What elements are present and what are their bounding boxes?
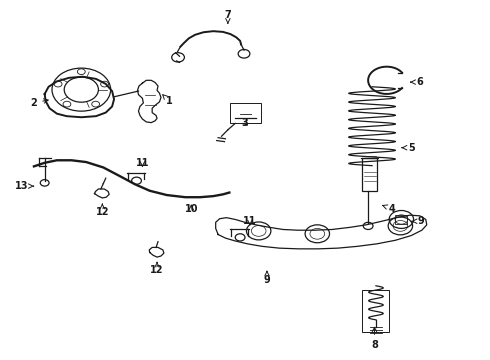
Text: 9: 9 bbox=[412, 216, 424, 226]
Text: 3: 3 bbox=[242, 118, 248, 128]
Bar bbox=[362, 158, 377, 191]
Bar bbox=[230, 103, 261, 123]
Text: 1: 1 bbox=[163, 95, 172, 106]
Text: 6: 6 bbox=[411, 77, 423, 87]
Text: 12: 12 bbox=[96, 204, 109, 217]
Text: 11: 11 bbox=[243, 216, 257, 226]
Text: 5: 5 bbox=[402, 143, 415, 153]
Text: 2: 2 bbox=[30, 98, 48, 108]
Text: 9: 9 bbox=[264, 271, 270, 285]
Bar bbox=[395, 215, 407, 224]
Text: 12: 12 bbox=[150, 262, 164, 275]
Text: 13: 13 bbox=[15, 181, 33, 191]
Bar bbox=[362, 290, 389, 332]
Text: 7: 7 bbox=[224, 10, 231, 23]
Text: 8: 8 bbox=[371, 327, 378, 350]
Text: 4: 4 bbox=[383, 204, 395, 214]
Text: 11: 11 bbox=[136, 158, 149, 168]
Text: 10: 10 bbox=[185, 204, 198, 214]
